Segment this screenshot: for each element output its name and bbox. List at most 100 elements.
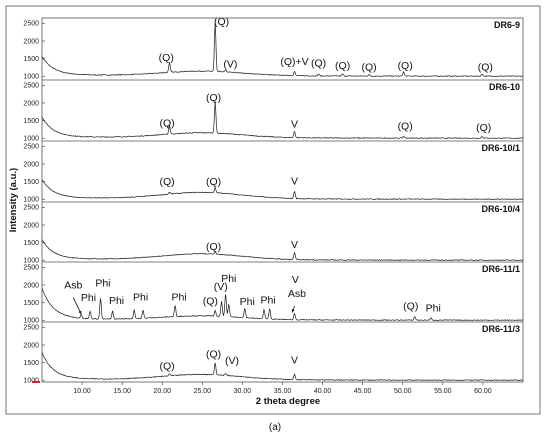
y-tick-label: 2000 xyxy=(23,342,39,349)
panel-dr6-10-1: 1000 1500 2000 2500 DR6-10/1 (Q) (Q) V xyxy=(23,140,524,204)
peak-annotation: (Q) xyxy=(203,295,218,307)
peak-annotation: (Q) xyxy=(403,301,418,313)
peak-annotation: (Q) xyxy=(335,60,350,72)
annotation-arrowhead xyxy=(291,308,295,313)
peak-annotation: (Q) xyxy=(311,58,326,70)
peak-annotation: (Q) xyxy=(159,361,174,373)
x-tick-label: 20.00 xyxy=(153,388,171,395)
y-tick-label: 1000 xyxy=(23,318,39,325)
peak-annotation: (Q) xyxy=(361,62,376,74)
peak-annotation: (V) xyxy=(214,281,228,293)
figure-caption: (a) xyxy=(269,422,281,433)
peak-annotation: Phi xyxy=(221,273,236,285)
y-tick-label: 2500 xyxy=(23,21,39,28)
peak-annotation: Phi xyxy=(109,295,124,307)
x-tick-label: 35.00 xyxy=(274,388,292,395)
peak-annotation: V xyxy=(291,175,298,187)
x-tick-label: 40.00 xyxy=(314,388,332,395)
y-tick-label: 2000 xyxy=(23,282,39,289)
series-line xyxy=(41,179,524,200)
series-line xyxy=(41,352,524,381)
panel-dr6-11-3: 1000 1500 2000 2500 DR6-11/3 (Q) (Q) (V) V xyxy=(23,321,524,385)
peak-annotation: (Q) xyxy=(214,16,229,28)
series-line xyxy=(41,287,524,322)
y-tick-label: 2000 xyxy=(23,38,39,45)
peak-annotation: (Q) xyxy=(206,241,221,253)
peak-annotation: (Q) xyxy=(206,349,221,361)
peak-annotation: (Q) xyxy=(476,122,491,134)
peak-annotation: (Q) xyxy=(159,118,174,130)
y-tick-label: 2500 xyxy=(23,205,39,212)
panel-dr6-10-4: 1000 1500 2000 2500 DR6-10/4 (Q) V xyxy=(23,201,524,265)
x-tick-label: 25.00 xyxy=(194,388,212,395)
panel-dr6-10: 1000 1500 2000 2500 DR6-10 (Q) (Q) V (Q) (Q) xyxy=(23,79,524,143)
x-axis-label: 2 theta degree xyxy=(256,396,320,407)
peak-annotation: (Q) xyxy=(159,176,174,188)
y-tick-label: 1500 xyxy=(23,360,39,367)
peak-annotation: Phi xyxy=(81,292,96,304)
series-line xyxy=(41,101,524,139)
y-tick-label: 1000 xyxy=(23,74,39,81)
annotation-arrowhead xyxy=(78,310,82,315)
peak-annotation: (Q) xyxy=(398,120,413,132)
x-tick-label: 55.00 xyxy=(434,388,452,395)
peak-annotation: Asb xyxy=(288,288,306,300)
peak-annotation: (V) xyxy=(223,58,237,70)
x-tick-label: 60.00 xyxy=(474,388,492,395)
peak-annotation: (V) xyxy=(225,355,239,367)
series-line xyxy=(41,239,524,261)
y-tick-label: 2000 xyxy=(23,161,39,168)
series-name: DR6-11/1 xyxy=(482,264,520,274)
y-tick-label: 1000 xyxy=(23,258,39,265)
peak-annotation: (Q) xyxy=(398,60,413,72)
y-tick-label: 1500 xyxy=(23,300,39,307)
peak-annotation: Phi xyxy=(133,291,148,303)
y-tick-label: 1500 xyxy=(23,240,39,247)
x-tick-label: 45.00 xyxy=(354,388,372,395)
peak-annotation: V xyxy=(291,118,298,130)
y-axis-label: Intensity (a.u.) xyxy=(8,168,19,232)
peak-annotation: Phi xyxy=(260,295,275,307)
peak-annotation: (Q) xyxy=(206,176,221,188)
y-tick-label: 2000 xyxy=(23,100,39,107)
origin-marker xyxy=(32,381,40,383)
peak-annotation: V xyxy=(292,274,299,286)
peak-annotation: Phi xyxy=(95,277,110,289)
series-name: DR6-11/3 xyxy=(482,324,520,334)
peak-annotation: Phi xyxy=(171,291,186,303)
y-tick-label: 1000 xyxy=(23,136,39,143)
x-tick-label: 30.00 xyxy=(234,388,252,395)
y-tick-label: 2500 xyxy=(23,265,39,272)
y-tick-label: 1000 xyxy=(23,197,39,204)
series-name: DR6-10 xyxy=(489,82,520,92)
y-tick-label: 1000 xyxy=(23,378,39,385)
y-tick-label: 1500 xyxy=(23,179,39,186)
y-tick-label: 2500 xyxy=(23,83,39,90)
peak-annotation: Phi xyxy=(426,302,441,314)
series-name: DR6-10/4 xyxy=(481,204,520,214)
x-tick-label: 50.00 xyxy=(394,388,412,395)
peak-annotation: Phi xyxy=(240,296,255,308)
y-tick-label: 2000 xyxy=(23,222,39,229)
plot-frame xyxy=(5,5,541,415)
x-tick-label: 10.00 xyxy=(73,388,91,395)
peak-annotation: (Q) xyxy=(159,52,174,64)
peak-annotation: (Q)+V xyxy=(280,56,308,68)
peak-annotation: V xyxy=(291,239,298,251)
series-name: DR6-9 xyxy=(494,20,520,30)
peak-annotation: V xyxy=(291,355,298,367)
y-tick-label: 2500 xyxy=(23,144,39,151)
peak-annotation: (Q) xyxy=(478,62,493,74)
peak-annotation: Asb xyxy=(64,279,82,291)
peak-annotation: (Q) xyxy=(206,92,221,104)
y-tick-label: 1500 xyxy=(23,118,39,125)
y-tick-label: 2500 xyxy=(23,325,39,332)
series-line xyxy=(41,21,524,78)
y-tick-label: 1500 xyxy=(23,56,39,63)
series-name: DR6-10/1 xyxy=(481,143,520,153)
x-tick-label: 15.00 xyxy=(113,388,131,395)
